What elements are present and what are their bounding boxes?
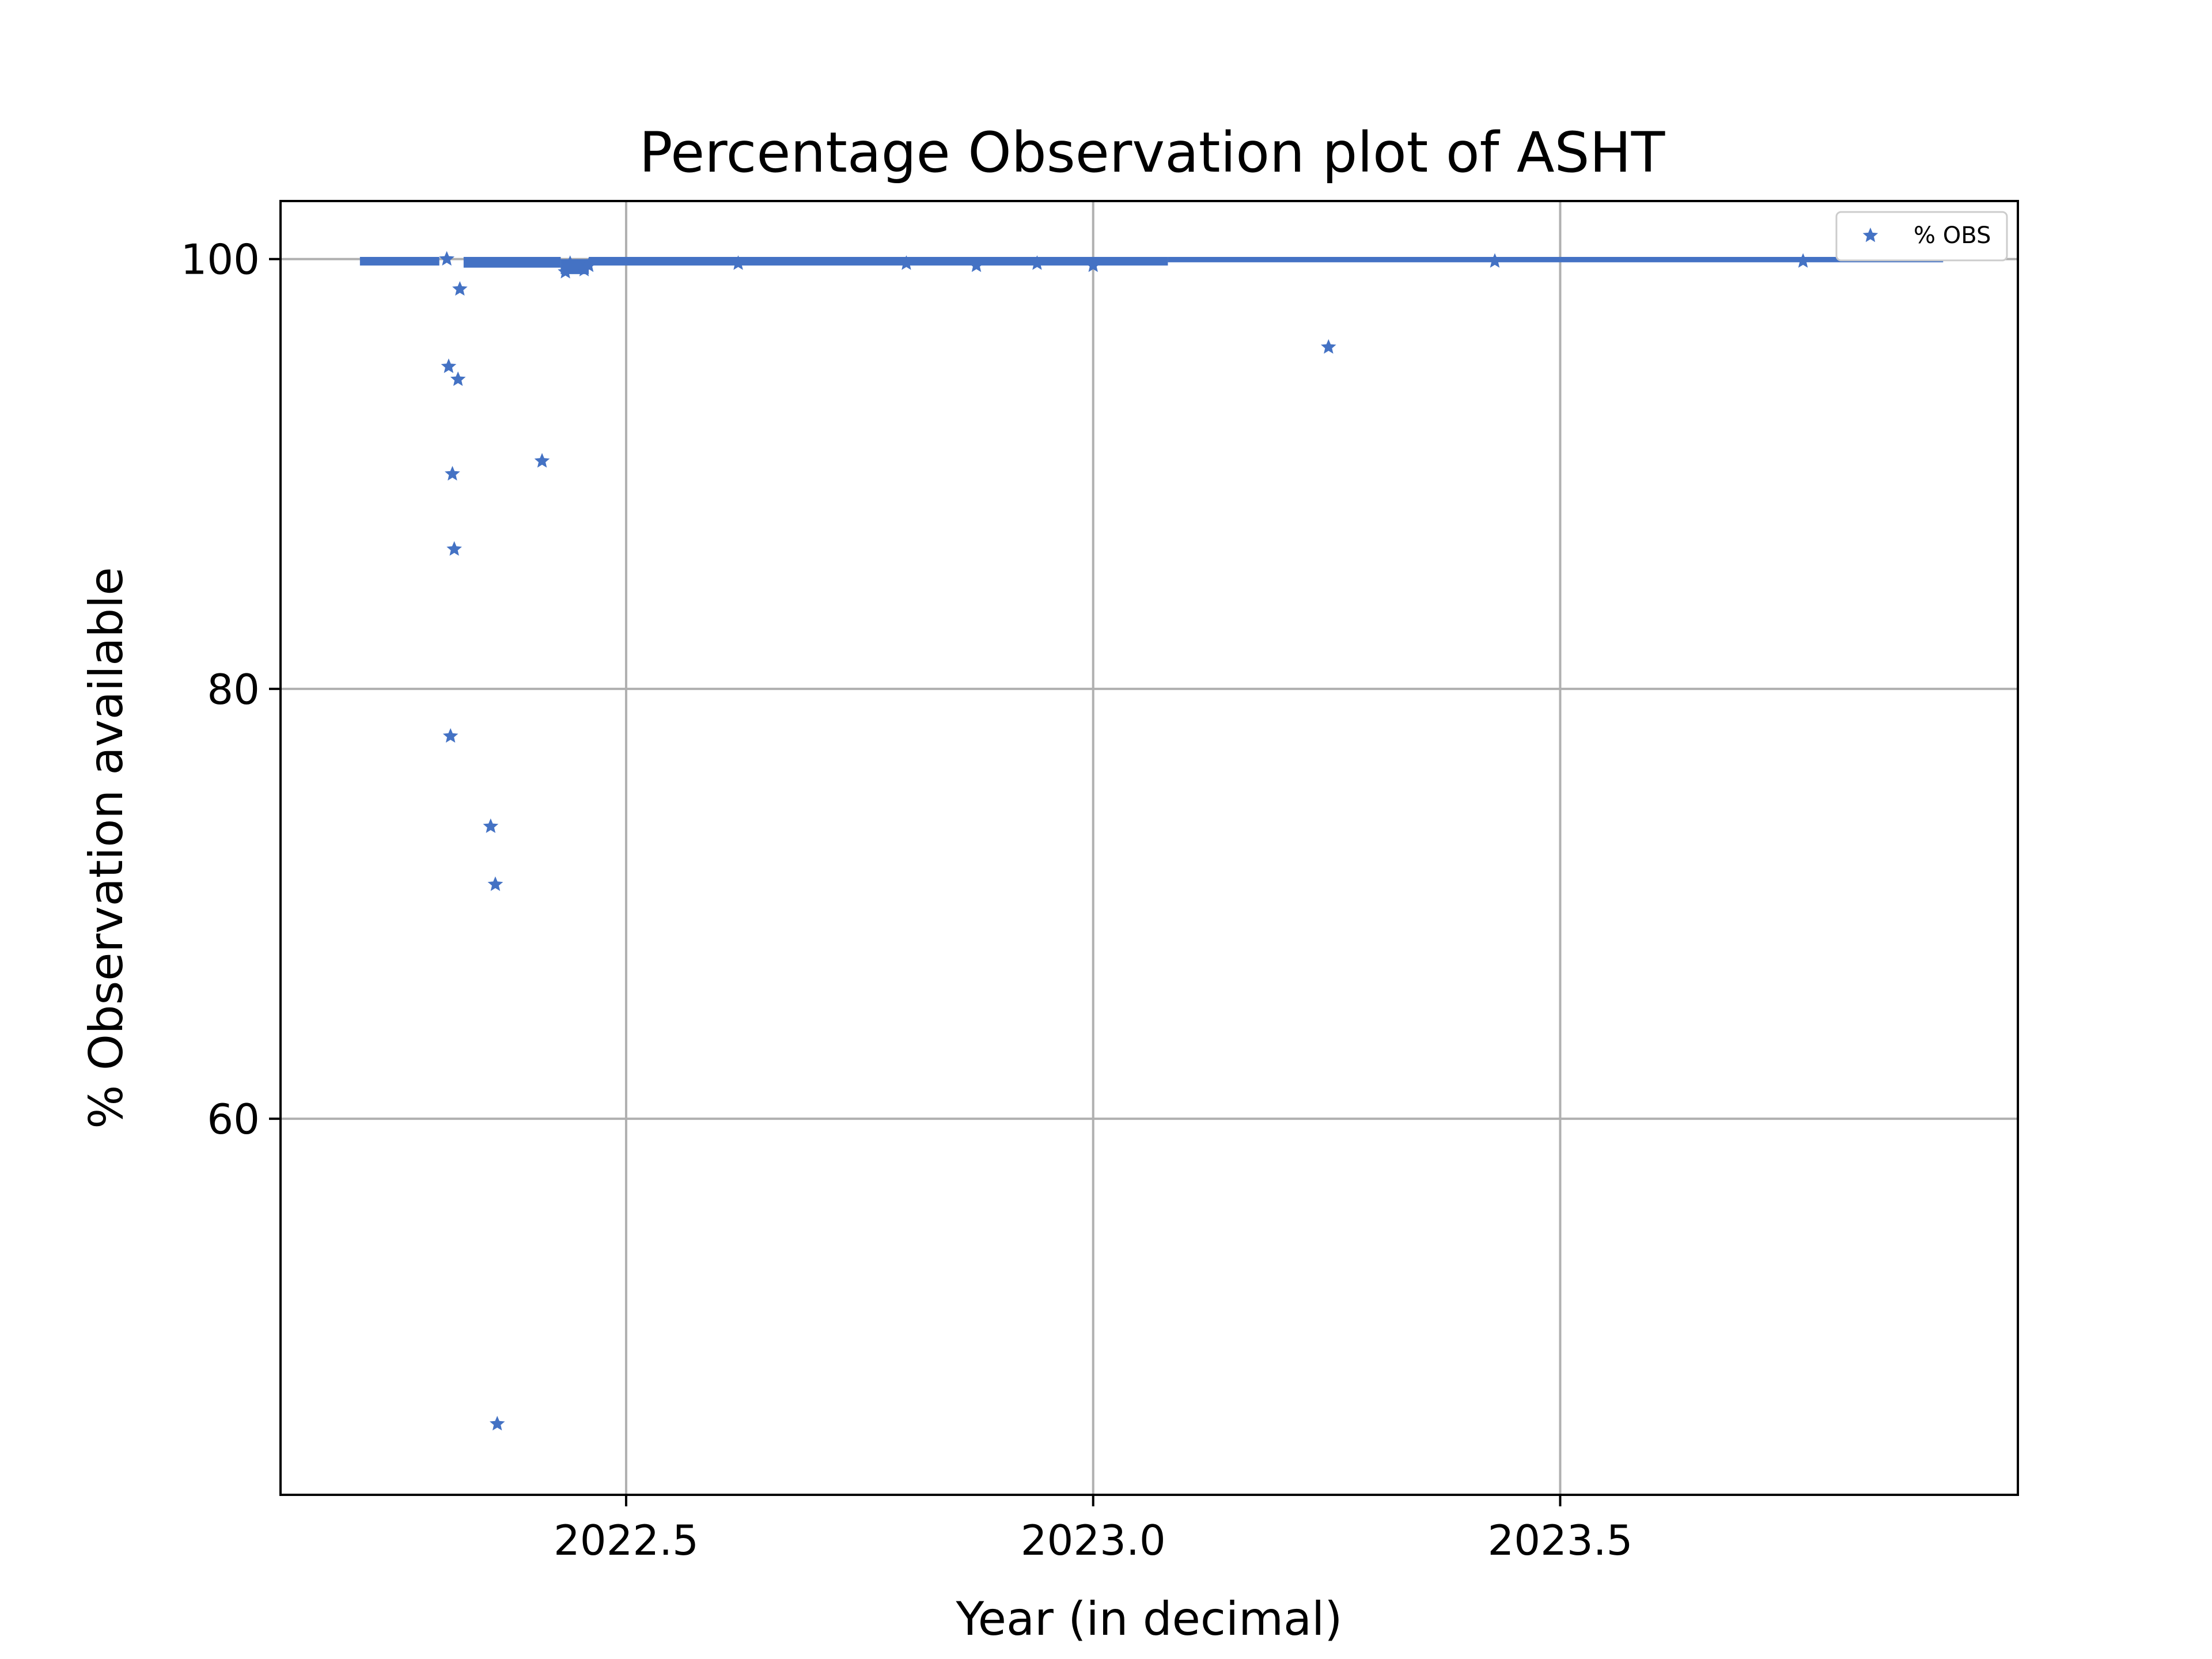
data-point — [1487, 253, 1503, 268]
data-point — [442, 728, 459, 743]
chart-title: Percentage Observation plot of ASHT — [639, 120, 1665, 185]
data-point — [534, 453, 550, 468]
data-points — [439, 251, 1811, 1431]
dense-band-segment — [359, 257, 440, 266]
dense-band-segment — [589, 257, 1168, 266]
data-point — [1321, 339, 1336, 354]
x-tick-label: 2023.5 — [1487, 1516, 1633, 1565]
data-point — [489, 1415, 505, 1431]
y-tick-label: 100 — [181, 236, 260, 284]
data-point — [445, 465, 460, 481]
x-axis-label: Year (in decimal) — [956, 1592, 1343, 1646]
y-tick-label: 80 — [207, 665, 260, 714]
data-point — [446, 541, 462, 556]
data-point — [483, 818, 499, 833]
data-point — [487, 876, 503, 891]
data-point — [450, 371, 466, 386]
data-point — [576, 262, 592, 276]
y-axis-label: % Observation available — [79, 567, 133, 1128]
dense-band-segment — [1168, 257, 1944, 263]
data-point — [581, 257, 597, 272]
y-tick-label: 60 — [207, 1095, 260, 1143]
data-point — [441, 358, 457, 373]
dense-band-segment — [463, 257, 561, 268]
data-point — [1795, 253, 1811, 268]
legend-marker-star-icon — [1862, 228, 1878, 243]
y-axis-ticks: 60 80 100 — [181, 236, 281, 1143]
legend: % OBS — [1835, 211, 2008, 262]
legend-box — [1835, 211, 2008, 262]
x-tick-label: 2022.5 — [554, 1516, 699, 1565]
x-axis-ticks: 2022.5 2023.0 2023.5 — [554, 1495, 1633, 1565]
data-point — [899, 255, 914, 270]
data-point — [1029, 255, 1045, 270]
data-point — [730, 255, 746, 270]
data-point — [1085, 257, 1101, 272]
legend-label: % OBS — [1914, 222, 1991, 249]
plot-frame — [279, 200, 2019, 1496]
data-point — [558, 264, 573, 279]
x-tick-label: 2023.0 — [1021, 1516, 1166, 1565]
data-point — [968, 257, 984, 272]
data-point — [439, 251, 454, 266]
data-point — [452, 281, 468, 296]
